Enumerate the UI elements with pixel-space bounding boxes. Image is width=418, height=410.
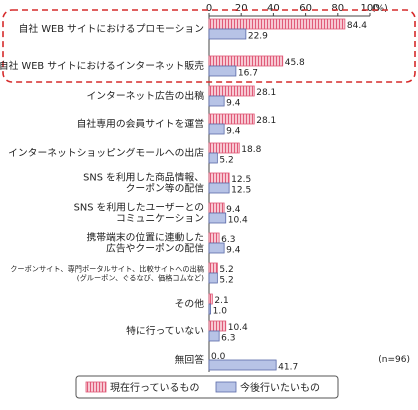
value-label-future: 41.7 — [278, 363, 298, 373]
value-label-future: 9.4 — [226, 99, 241, 109]
value-label-current: 18.8 — [241, 145, 261, 155]
category-label: SNS を利用した商品情報、 — [83, 171, 204, 184]
value-label-current: 6.3 — [221, 235, 235, 245]
value-label-future: 16.7 — [238, 69, 258, 79]
category-label: 自社 WEB サイトにおけるプロモーション — [19, 22, 205, 35]
bar-future — [208, 359, 277, 371]
value-label-future: 9.4 — [226, 246, 241, 256]
value-label-future: 5.2 — [219, 156, 233, 166]
bar-future — [208, 330, 220, 342]
category-label: 携帯端末の位置に連動した — [86, 231, 204, 244]
value-label-future: 10.4 — [228, 216, 248, 226]
bar-current — [208, 262, 218, 274]
category-label: 無回答 — [175, 353, 205, 366]
value-label-future: 6.3 — [221, 334, 235, 344]
value-label-current: 12.5 — [231, 175, 251, 185]
category-label: クーポンサイト、専門ポータルサイト、比較サイトへの出稿 — [10, 265, 204, 274]
bar-current — [208, 172, 230, 184]
bar-current — [208, 202, 225, 214]
bar-future — [208, 95, 225, 107]
value-label-current: 84.4 — [347, 21, 367, 31]
bar-future — [208, 182, 230, 194]
value-label-current: 2.1 — [214, 296, 228, 306]
legend-swatch-current — [85, 381, 107, 393]
value-label-current: 28.1 — [256, 88, 276, 98]
category-label: 特に行っていない — [126, 324, 204, 337]
value-label-future: 22.9 — [248, 32, 268, 42]
bar-future — [208, 28, 247, 40]
value-label-future: 12.5 — [231, 186, 251, 196]
legend-label-future: 今後行いたいもの — [240, 381, 320, 394]
category-label: その他 — [175, 297, 205, 310]
legend-label-current: 現在行っているもの — [110, 381, 200, 394]
legend-box — [75, 375, 339, 399]
bar-current — [208, 85, 255, 97]
value-label-current: 45.8 — [285, 58, 305, 68]
value-label-future: 1.0 — [213, 307, 228, 317]
category-label: SNS を利用したユーザーとの — [74, 202, 204, 214]
value-label-current: 10.4 — [228, 323, 248, 333]
bar-future — [208, 123, 225, 135]
x-tick-label: 40 — [267, 3, 280, 14]
category-label: クーポン等の配信 — [126, 182, 205, 195]
x-tick-label: 100 — [360, 3, 379, 14]
category-label: コミュニケーション — [116, 213, 204, 225]
x-tick-label: 80 — [331, 3, 344, 14]
category-label: (グルーポン、ぐるなび、価格コムなど) — [77, 274, 204, 283]
axis-unit-label: (%) — [372, 4, 388, 14]
category-label: インターネットショッピングモールへの出店 — [8, 146, 204, 159]
bar-future — [208, 303, 212, 315]
value-label-current: 0.0 — [211, 352, 226, 362]
bar-current — [208, 232, 220, 244]
value-label-current: 9.4 — [226, 205, 241, 215]
bar-current — [208, 18, 346, 30]
sample-size-note: (n=96) — [378, 355, 410, 365]
bar-current — [208, 293, 213, 305]
legend-swatch-future — [215, 381, 237, 393]
x-tick-label: 20 — [235, 3, 248, 14]
category-label: インターネット広告の出稿 — [86, 89, 204, 102]
bar-future — [208, 152, 218, 164]
value-label-future: 5.2 — [219, 276, 233, 286]
bar-current — [208, 320, 227, 332]
bar-future — [208, 212, 227, 224]
value-label-current: 5.2 — [219, 265, 233, 275]
category-label: 自社専用の会員サイトを運営 — [77, 117, 205, 130]
category-label: 自社 WEB サイトにおけるインターネット販売 — [0, 59, 204, 72]
bar-future — [208, 65, 237, 77]
bar-current — [208, 113, 255, 125]
bar-current — [208, 55, 284, 67]
bar-future — [208, 242, 225, 254]
value-label-current: 28.1 — [256, 116, 276, 126]
value-label-future: 9.4 — [226, 127, 241, 137]
x-tick-label: 60 — [299, 3, 312, 14]
bar-future — [208, 272, 218, 284]
x-tick-label: 0 — [206, 3, 212, 14]
category-label: 広告やクーポンの配信 — [106, 242, 204, 255]
highlight-box — [2, 9, 416, 83]
bar-current — [208, 142, 240, 154]
